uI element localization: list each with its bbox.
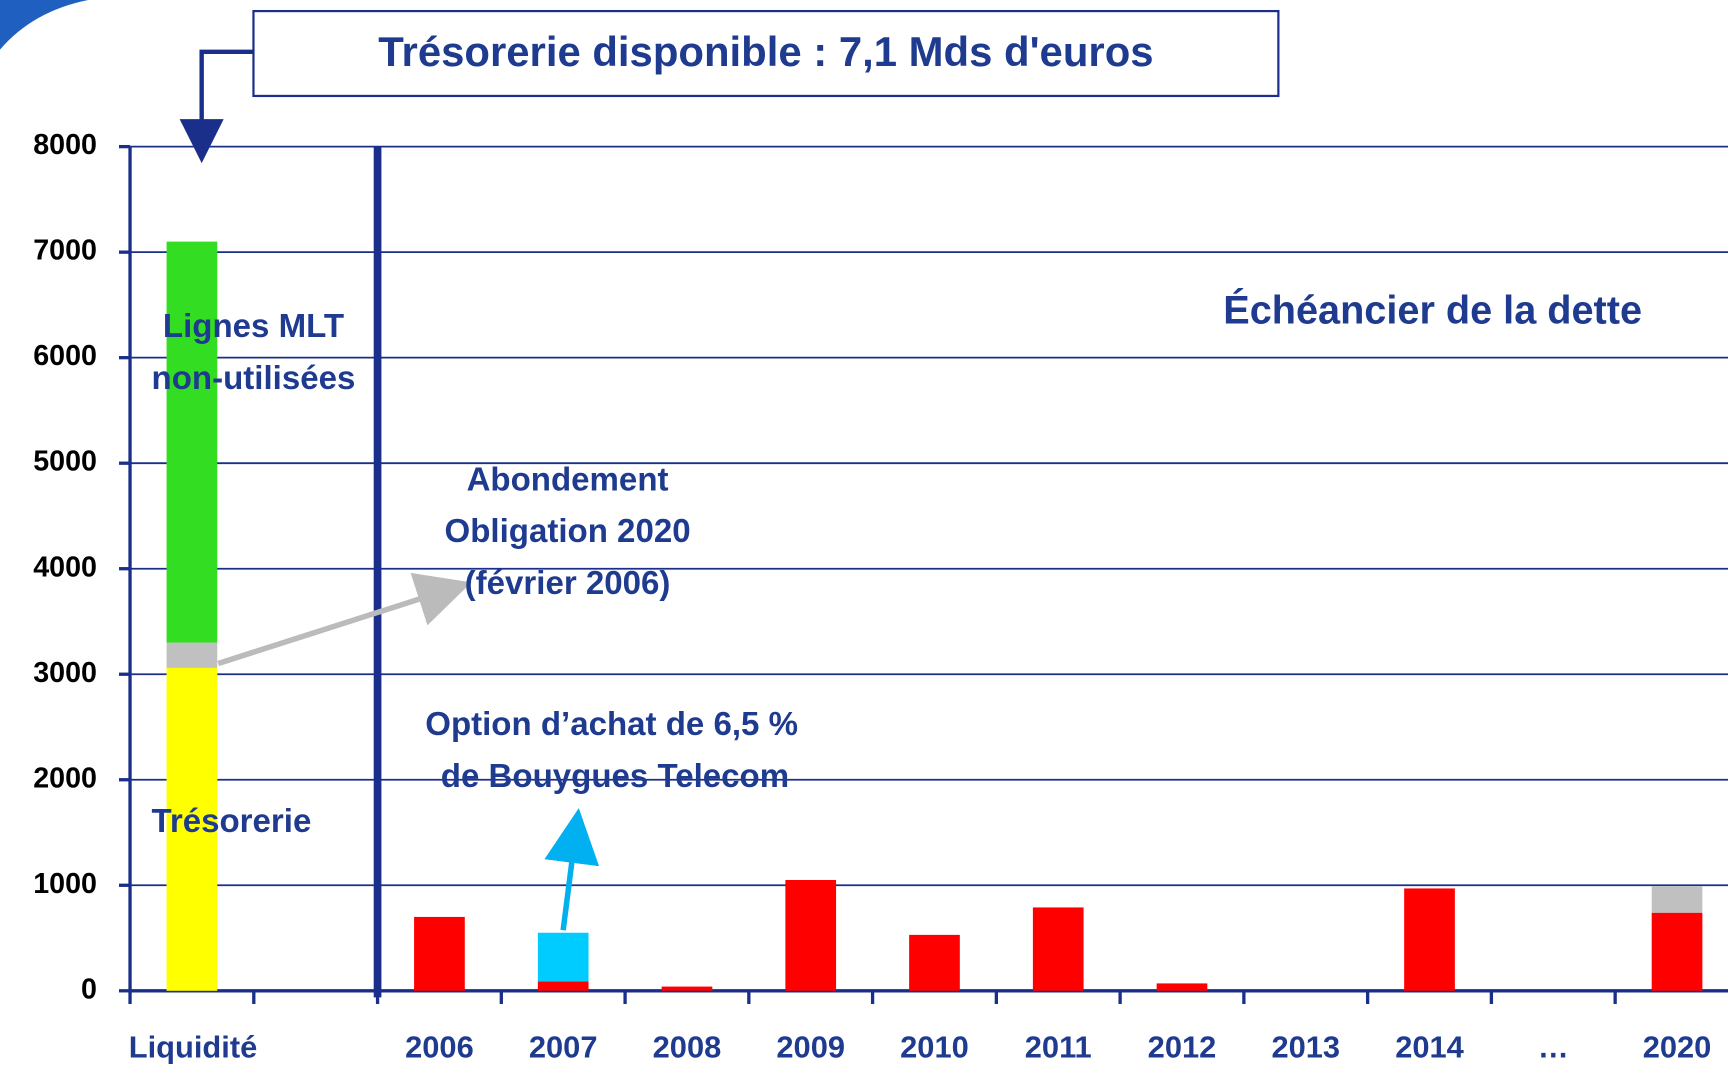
x-tick-label: 2013 xyxy=(1271,1029,1340,1064)
chart-title: Trésorerie disponible : 7,1 Mds d'euros xyxy=(378,28,1153,75)
bar-segment xyxy=(414,916,465,991)
bar-segment xyxy=(661,986,713,991)
x-tick-label: … xyxy=(1538,1029,1569,1064)
title-box xyxy=(252,9,1280,98)
annotation: Lignes MLT xyxy=(163,308,344,345)
bar-segment xyxy=(1651,912,1703,991)
y-tick-label: 7000 xyxy=(33,235,97,267)
y-tick-label: 5000 xyxy=(33,446,97,478)
x-tick-label: 2009 xyxy=(776,1029,845,1064)
annotation: (février 2006) xyxy=(465,565,671,602)
y-tick-label: 6000 xyxy=(33,340,97,372)
y-tick-label: 0 xyxy=(81,973,97,1005)
y-tick-label: 8000 xyxy=(33,129,97,161)
option-arrow xyxy=(544,808,600,931)
annotation: Échéancier de la dette xyxy=(1223,289,1642,333)
x-tick-label: 2006 xyxy=(405,1029,474,1064)
y-tick-label: 2000 xyxy=(33,762,97,794)
x-tick-label: 2010 xyxy=(900,1029,969,1064)
bar-segment xyxy=(537,932,589,982)
y-tick-label: 3000 xyxy=(33,657,97,689)
x-tick-label: 2007 xyxy=(529,1029,598,1064)
y-tick-label: 4000 xyxy=(33,551,97,583)
bar-segment xyxy=(1651,886,1703,913)
bar-segment xyxy=(537,981,589,991)
x-tick-label: Liquidité xyxy=(129,1029,258,1064)
bar-segment xyxy=(1156,983,1208,991)
corner-decoration xyxy=(0,0,89,50)
annotation: Trésorerie xyxy=(152,803,312,840)
y-tick-label: 1000 xyxy=(33,868,97,900)
bar-segment xyxy=(785,879,837,991)
x-tick-label: 2014 xyxy=(1395,1029,1464,1064)
abondement-arrow xyxy=(217,572,472,667)
bar-segment xyxy=(1404,888,1455,991)
bar-segment xyxy=(166,667,218,991)
bar-segment xyxy=(166,241,218,643)
x-tick-label: 2020 xyxy=(1643,1029,1712,1064)
x-tick-label: 2008 xyxy=(653,1029,722,1064)
annotation: Abondement xyxy=(467,461,669,498)
annotation: Obligation 2020 xyxy=(445,513,691,550)
x-tick-label: 2012 xyxy=(1148,1029,1217,1064)
annotation: non-utilisées xyxy=(152,360,356,397)
bar-segment xyxy=(166,642,218,668)
annotation: de Bouygues Telecom xyxy=(441,758,789,795)
annotation: Option d’achat de 6,5 % xyxy=(425,706,798,743)
title-arrow xyxy=(179,49,254,164)
x-tick-label: 2011 xyxy=(1025,1029,1092,1064)
bar-segment xyxy=(909,934,960,991)
bar-segment xyxy=(1032,907,1084,991)
